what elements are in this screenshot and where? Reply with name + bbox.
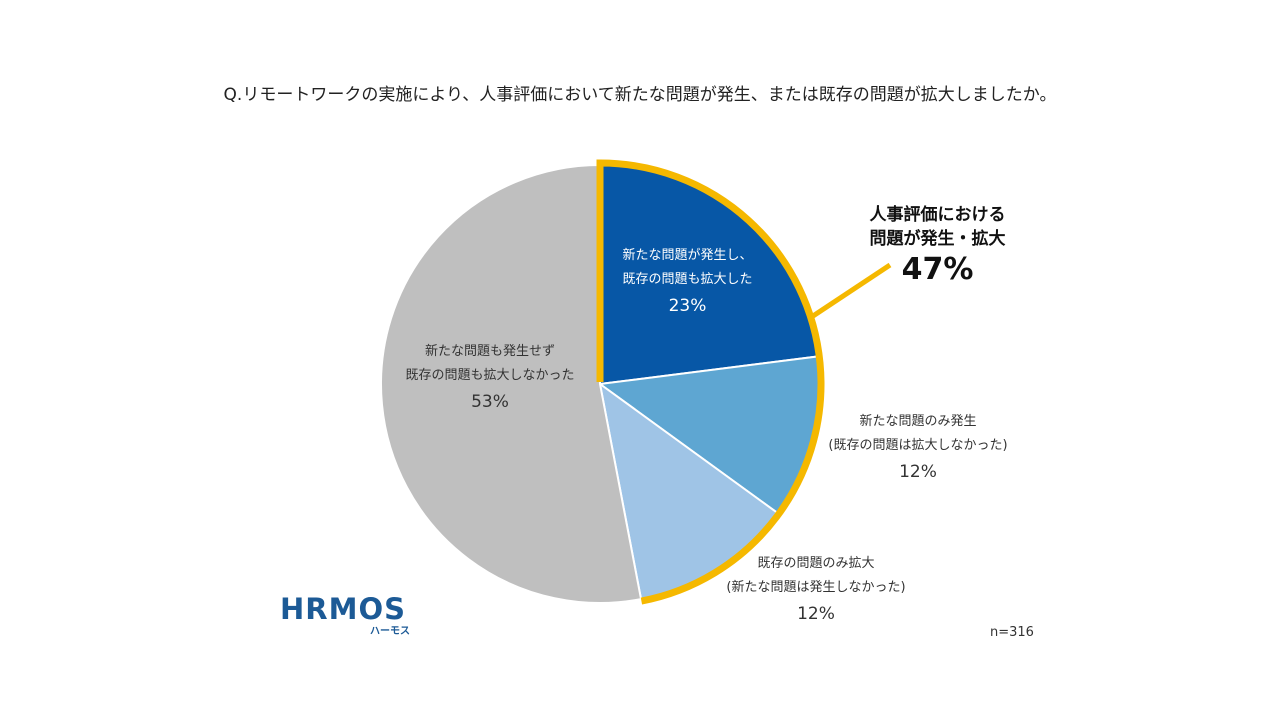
slice-label-expand-only: 既存の問題のみ拡大 (新たな問題は発生しなかった) 12% <box>705 552 927 628</box>
highlight-leader-line <box>808 262 892 321</box>
slice-label-line1: 新たな問題のみ発生 <box>859 414 977 429</box>
slice-label-percent: 23% <box>668 296 707 316</box>
slice-label-percent: 12% <box>797 604 835 624</box>
slice-label-line2: 既存の問題も拡大した <box>622 272 753 287</box>
slice-label-line1: 新たな問題も発生せず <box>424 344 555 359</box>
slice-label-line1: 新たな問題が発生し、 <box>622 248 753 263</box>
sample-size: n=316 <box>990 625 1034 640</box>
callout-line2: 問題が発生・拡大 <box>869 229 1006 249</box>
pie-slice-neither <box>380 163 643 604</box>
hrmos-logo: HRMOS ハーモス <box>280 592 425 638</box>
slice-label-line2: (新たな問題は発生しなかった) <box>726 580 906 595</box>
slice-label-new-only: 新たな問題のみ発生 (既存の問題は拡大しなかった) 12% <box>812 410 1024 486</box>
slice-label-percent: 12% <box>899 462 937 482</box>
callout-value: 47% <box>901 252 974 287</box>
slice-label-line1: 既存の問題のみ拡大 <box>757 556 875 571</box>
callout-line1: 人事評価における <box>869 205 1006 225</box>
slice-label-neither: 新たな問題も発生せず 既存の問題も拡大しなかった 53% <box>385 340 595 416</box>
slice-label-percent: 53% <box>471 392 509 412</box>
chart-title: Q.リモートワークの実施により、人事評価において新たな問題が発生、または既存の問… <box>223 85 1057 105</box>
logo-subtext: ハーモス <box>370 626 410 637</box>
logo-wordmark: HRMOS <box>280 592 406 626</box>
highlight-arc <box>596 159 825 605</box>
highlight-callout: 人事評価における 問題が発生・拡大 47% <box>840 203 1035 289</box>
slice-label-line2: 既存の問題も拡大しなかった <box>405 368 575 383</box>
slice-label-line2: (既存の問題は拡大しなかった) <box>828 438 1008 453</box>
slice-label-both: 新たな問題が発生し、 既存の問題も拡大した 23% <box>605 244 770 320</box>
